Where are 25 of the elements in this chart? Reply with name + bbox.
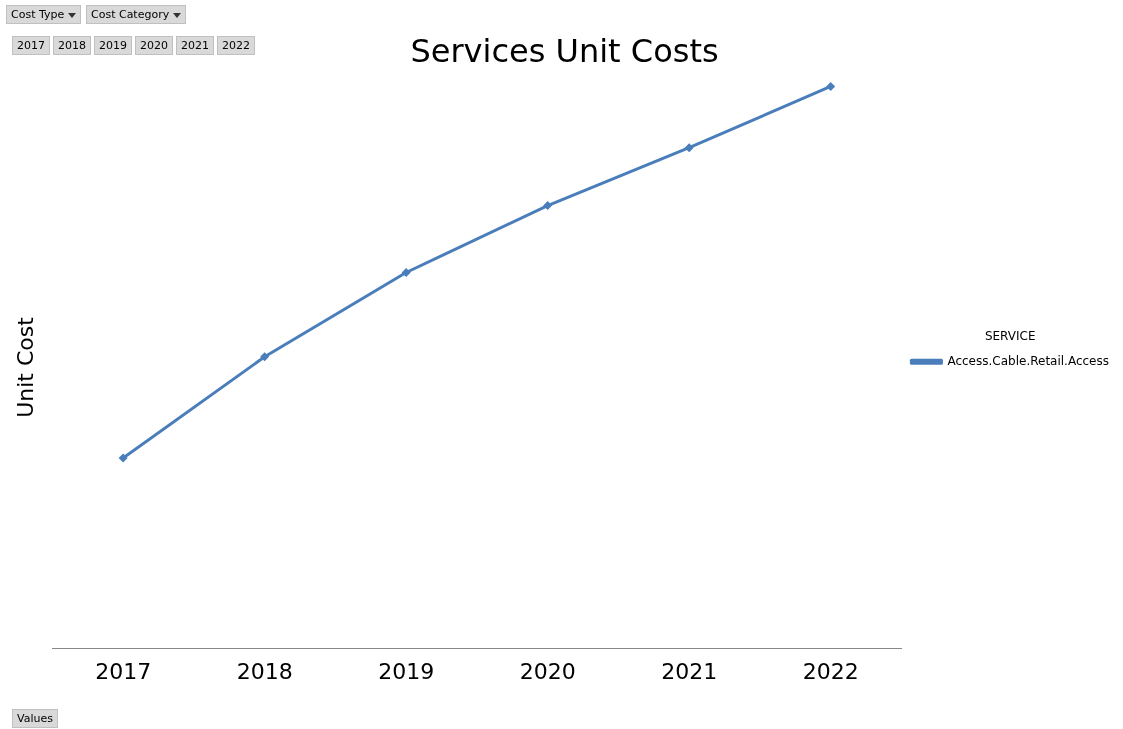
x-tick-label: 2017 [95,658,152,684]
text: Values [12,709,58,728]
x-tick-label: 2022 [802,658,859,684]
chart-title: Services Unit Costs [410,31,719,70]
point [684,143,694,153]
x-tick-label: 2019 [378,658,435,684]
text: 2020 [135,36,173,55]
text: Cost Type [6,5,82,24]
point [543,201,553,211]
text: 2021 [176,36,214,55]
point [260,352,270,362]
text: 2018 [53,36,91,55]
y-axis-title: Unit Cost [12,316,38,418]
point [401,267,411,277]
legend-label: Access.Cable.Retail.Access [947,353,1109,368]
text: 2019 [94,36,132,55]
x-tick-label: 2018 [236,658,293,684]
point [118,453,128,463]
point [826,81,836,91]
text: Cost Category [86,5,187,24]
text: 2022 [217,36,255,55]
x-tick-label: 2020 [519,658,576,684]
legend-title: SERVICE [984,329,1036,344]
text: 2017 [12,36,50,55]
x-tick-label: 2021 [661,658,718,684]
